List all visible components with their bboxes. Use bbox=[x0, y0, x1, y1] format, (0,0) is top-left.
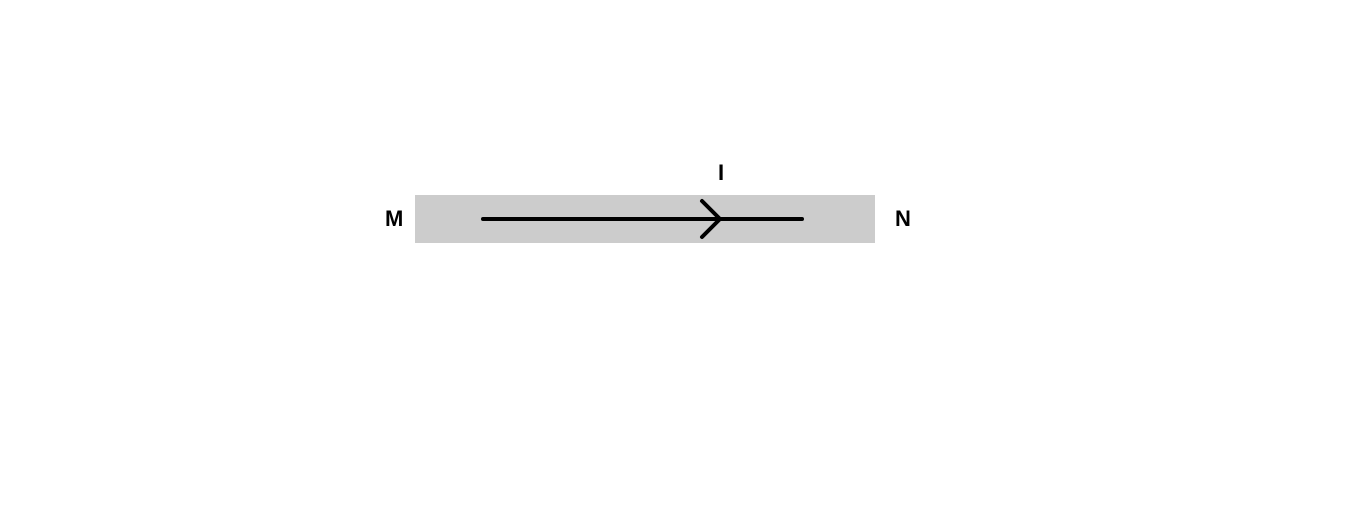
label-m: M bbox=[385, 206, 403, 232]
label-i: I bbox=[718, 160, 724, 186]
diagram-canvas: M N I bbox=[0, 0, 1360, 523]
label-n: N bbox=[895, 206, 911, 232]
current-arrow bbox=[0, 0, 1360, 523]
